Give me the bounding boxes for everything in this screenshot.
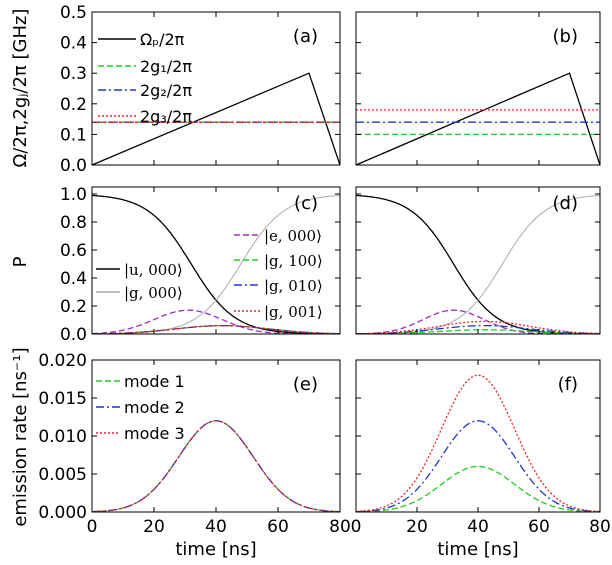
legend-e: mode 1 mode 2 mode 3 [96,372,185,443]
panel-label-a: (a) [293,26,318,47]
panel-label-f: (f) [558,374,578,395]
ylabel-coupling: Ω/2π,2gⱼ/2π [GHz] [10,9,31,168]
legend-c: |u, 000⟩ |g, 000⟩ |e, 000⟩ |g, 100⟩ |g, 010⟩… [96,227,323,321]
panel-label-e: (e) [293,374,318,395]
legend-a: Ωₚ/2π 2g₁/2π 2g₂/2π 2g₃/2π [98,30,192,126]
y-tick-label-a-2: 0.2 [60,95,87,115]
panel-label-d: (d) [553,193,578,214]
x-tick-label-f-3: 60 [528,517,550,537]
series-line-d-4 [356,324,600,334]
legend-label: Ωₚ/2π [140,30,185,49]
xlabel-e: time [ns] [175,539,256,560]
legend-label: |g, 010⟩ [264,277,323,295]
panel-a: 0.0 0.1 0.2 0.3 0.4 0.5 (a) [60,3,341,176]
legend-label: mode 1 [124,372,185,391]
x-tick-label-f-1: 20 [406,517,428,537]
legend-label: mode 3 [124,424,185,443]
series-line-d-5 [356,320,600,334]
y-tick-label-e-2: 0.010 [38,427,87,447]
x-tick-label-f-0: 0 [351,517,362,537]
y-tick-label-e-3: 0.015 [38,389,87,409]
xlabel-f: time [ns] [437,539,518,560]
x-tick-label-e-3: 60 [267,517,289,537]
y-tick-label-c-0: 0.0 [60,325,87,345]
legend-label: |g, 000⟩ [124,284,183,302]
series-line-b-0 [356,72,600,165]
ylabel-population: P [10,256,31,267]
legend-label: 2g₃/2π [140,107,192,126]
x-tick-label-f-2: 40 [467,517,489,537]
series-line-f-2 [356,374,600,512]
legend-label: mode 2 [124,398,185,417]
x-tick-label-e-2: 40 [205,517,227,537]
y-tick-label-a-4: 0.4 [60,34,87,54]
series-line-d-0 [356,194,600,334]
y-tick-label-a-1: 0.1 [60,125,87,145]
legend-label: |g, 100⟩ [264,252,323,270]
y-tick-label-c-5: 1.0 [60,185,87,205]
series-line-c-2 [92,309,340,334]
legend-label: |e, 000⟩ [264,227,322,245]
panel-c: 0.0 0.2 0.4 0.6 0.8 1.0 (c) [60,185,341,345]
y-tick-label-e-0: 0.000 [38,503,87,523]
x-tick-label-e-1: 20 [143,517,165,537]
legend-label: |u, 000⟩ [124,261,183,279]
x-tick-label-f-4: 80 [589,517,611,537]
panel-d: (d) [355,186,601,335]
panel-f: 0 20 40 60 80 (f) [351,359,611,537]
y-tick-label-c-1: 0.2 [60,297,87,317]
y-tick-label-a-3: 0.3 [60,64,87,84]
series-line-c-5 [92,324,340,334]
legend-label: 2g₁/2π [140,57,192,76]
series-line-d-1 [356,194,600,334]
y-tick-label-c-3: 0.6 [60,241,87,261]
panel-label-c: (c) [294,193,318,214]
y-tick-label-a-5: 0.5 [60,3,87,23]
y-tick-label-e-4: 0.020 [38,351,87,371]
series-line-a-0 [92,72,340,165]
series-line-e-1 [92,420,340,512]
panel-b: (b) [355,11,601,166]
legend-label: |g, 001⟩ [264,303,323,321]
y-tick-label-c-4: 0.8 [60,213,87,233]
panel-label-b: (b) [553,26,578,47]
legend-label: 2g₂/2π [140,81,192,100]
y-tick-label-a-0: 0.0 [60,156,87,176]
y-tick-label-c-2: 0.4 [60,269,87,289]
series-line-f-1 [356,420,600,512]
series-line-f-0 [356,465,600,512]
y-tick-label-e-1: 0.005 [38,465,87,485]
panel-e: 0 20 40 60 80 0.000 0.005 0.010 0.015 0.020 (e) [38,351,350,537]
x-tick-label-e-0: 0 [87,517,98,537]
ylabel-emission: emission rate [ns⁻¹] [10,347,31,526]
x-tick-label-e-4: 80 [329,517,351,537]
